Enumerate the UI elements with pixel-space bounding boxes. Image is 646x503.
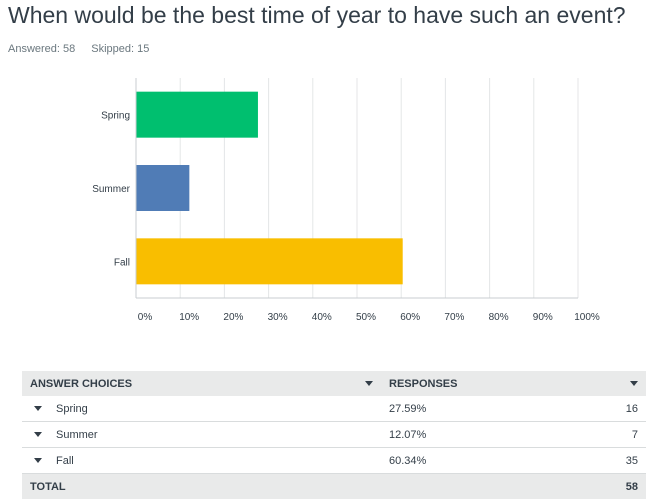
total-count: 58 — [625, 480, 638, 493]
bar-summer — [136, 165, 190, 211]
response-cell: 60.34% 35 — [381, 447, 646, 474]
responses-header[interactable]: RESPONSES — [381, 371, 646, 396]
table-header-row: ANSWER CHOICES RESPONSES — [22, 371, 646, 396]
response-percent: 60.34% — [389, 454, 427, 467]
total-label-cell: TOTAL — [22, 473, 381, 499]
expand-caret-icon[interactable] — [34, 458, 42, 464]
answer-choice-label: Summer — [56, 428, 98, 441]
answer-choice-cell: Summer — [22, 421, 381, 448]
x-tick-label: 80% — [489, 312, 509, 323]
response-stats: Answered: 58 Skipped: 15 — [8, 43, 149, 55]
x-tick-label: 40% — [312, 312, 332, 323]
sort-caret-icon[interactable] — [365, 381, 373, 386]
response-cell: 12.07% 7 — [381, 421, 646, 448]
x-tick-label: 20% — [223, 312, 243, 323]
table-row: Fall 60.34% 35 — [22, 447, 646, 474]
category-label: Summer — [92, 184, 130, 195]
responses-header-label: RESPONSES — [389, 377, 458, 390]
bar-chart: Spring Summer Fall 0% 10% 20% 30% 40% 50% 60% 70% 8… — [92, 78, 600, 323]
x-tick-label: 90% — [533, 312, 553, 323]
total-count-cell: 58 — [381, 473, 646, 499]
skipped-count: Skipped: 15 — [91, 43, 150, 55]
bar-fall — [136, 238, 403, 285]
results-table: ANSWER CHOICES RESPONSES Spring 27.59% 16… — [22, 371, 646, 499]
answer-choice-label: Fall — [56, 454, 74, 467]
answer-choices-header-label: ANSWER CHOICES — [30, 377, 133, 390]
response-percent: 27.59% — [389, 402, 427, 415]
x-tick-label: 50% — [356, 312, 376, 323]
category-label: Fall — [114, 257, 130, 268]
sort-caret-icon[interactable] — [630, 381, 638, 386]
x-tick-label: 70% — [444, 312, 464, 323]
question-title: When would be the best time of year to h… — [8, 2, 626, 28]
total-label: TOTAL — [30, 480, 66, 493]
bar-spring — [136, 91, 258, 138]
answer-choice-label: Spring — [56, 402, 88, 415]
category-label: Spring — [101, 111, 130, 122]
x-tick-label: 30% — [268, 312, 288, 323]
response-count: 35 — [625, 454, 638, 467]
response-count: 16 — [625, 402, 638, 415]
answer-choices-header[interactable]: ANSWER CHOICES — [22, 371, 381, 396]
x-tick-label: 60% — [400, 312, 420, 323]
x-tick-label: 10% — [179, 312, 199, 323]
response-percent: 12.07% — [389, 428, 427, 441]
x-tick-label: 100% — [574, 312, 600, 323]
answer-choice-cell: Spring — [22, 396, 381, 422]
table-row: Summer 12.07% 7 — [22, 421, 646, 448]
answered-count: Answered: 58 — [8, 43, 76, 55]
expand-caret-icon[interactable] — [34, 432, 42, 438]
answer-choice-cell: Fall — [22, 447, 381, 474]
x-tick-label: 0% — [138, 312, 153, 323]
table-row: Spring 27.59% 16 — [22, 396, 646, 422]
expand-caret-icon[interactable] — [34, 406, 42, 412]
response-cell: 27.59% 16 — [381, 396, 646, 422]
total-row: TOTAL 58 — [22, 473, 646, 499]
response-count: 7 — [631, 428, 638, 441]
